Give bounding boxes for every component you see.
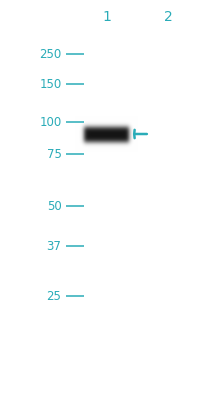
Text: 75: 75 bbox=[46, 148, 61, 160]
Text: 50: 50 bbox=[47, 200, 61, 212]
Text: 100: 100 bbox=[39, 116, 61, 128]
Text: 250: 250 bbox=[39, 48, 61, 60]
Text: 1: 1 bbox=[102, 10, 111, 24]
Text: 25: 25 bbox=[46, 290, 61, 302]
Bar bbox=[145, 22, 190, 388]
Text: 2: 2 bbox=[163, 10, 172, 24]
Bar bbox=[84, 22, 129, 388]
Text: 150: 150 bbox=[39, 78, 61, 90]
Text: 37: 37 bbox=[46, 240, 61, 252]
